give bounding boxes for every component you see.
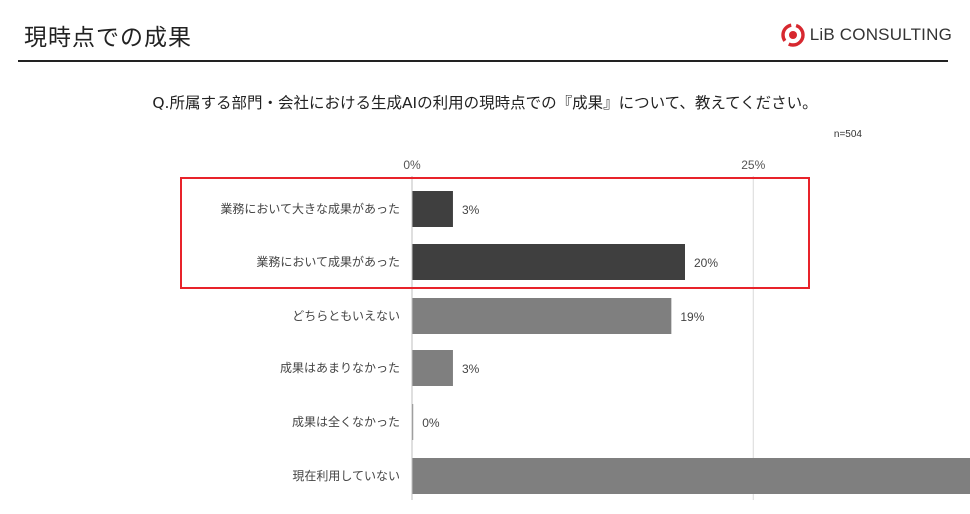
category-label: 成果はあまりなかった bbox=[280, 361, 400, 375]
category-label: 業務において成果があった bbox=[256, 254, 400, 269]
category-label: 現在利用していない bbox=[292, 469, 400, 483]
data-label: 3% bbox=[462, 362, 480, 376]
data-label: 19% bbox=[680, 310, 704, 324]
page-title: 現時点での成果 bbox=[24, 25, 192, 51]
bar bbox=[412, 350, 453, 386]
highlight-box bbox=[180, 177, 810, 289]
data-label: 0% bbox=[422, 416, 440, 430]
survey-question: Q.所属する部門・会社における生成AIの利用の現時点での『成果』について、教えて… bbox=[152, 94, 818, 112]
company-logo: LiB CONSULTING bbox=[780, 20, 952, 50]
category-label: どちらともいえない bbox=[292, 309, 400, 323]
category-label: 成果は全くなかった bbox=[292, 414, 400, 429]
lib-logo-icon bbox=[781, 23, 805, 47]
bar bbox=[412, 244, 685, 280]
x-tick-label: 0% bbox=[403, 158, 421, 172]
logo-text: LiB CONSULTING bbox=[809, 25, 952, 44]
bar bbox=[412, 458, 970, 494]
bar bbox=[412, 191, 453, 227]
data-label: 3% bbox=[462, 203, 480, 217]
sample-size: n=504 bbox=[833, 129, 862, 140]
category-label: 業務において大きな成果があった bbox=[220, 201, 400, 216]
bar bbox=[412, 298, 672, 334]
title-divider bbox=[18, 60, 948, 62]
bar bbox=[412, 404, 414, 440]
x-tick-label: 25% bbox=[741, 158, 765, 172]
data-label: 20% bbox=[694, 256, 718, 270]
